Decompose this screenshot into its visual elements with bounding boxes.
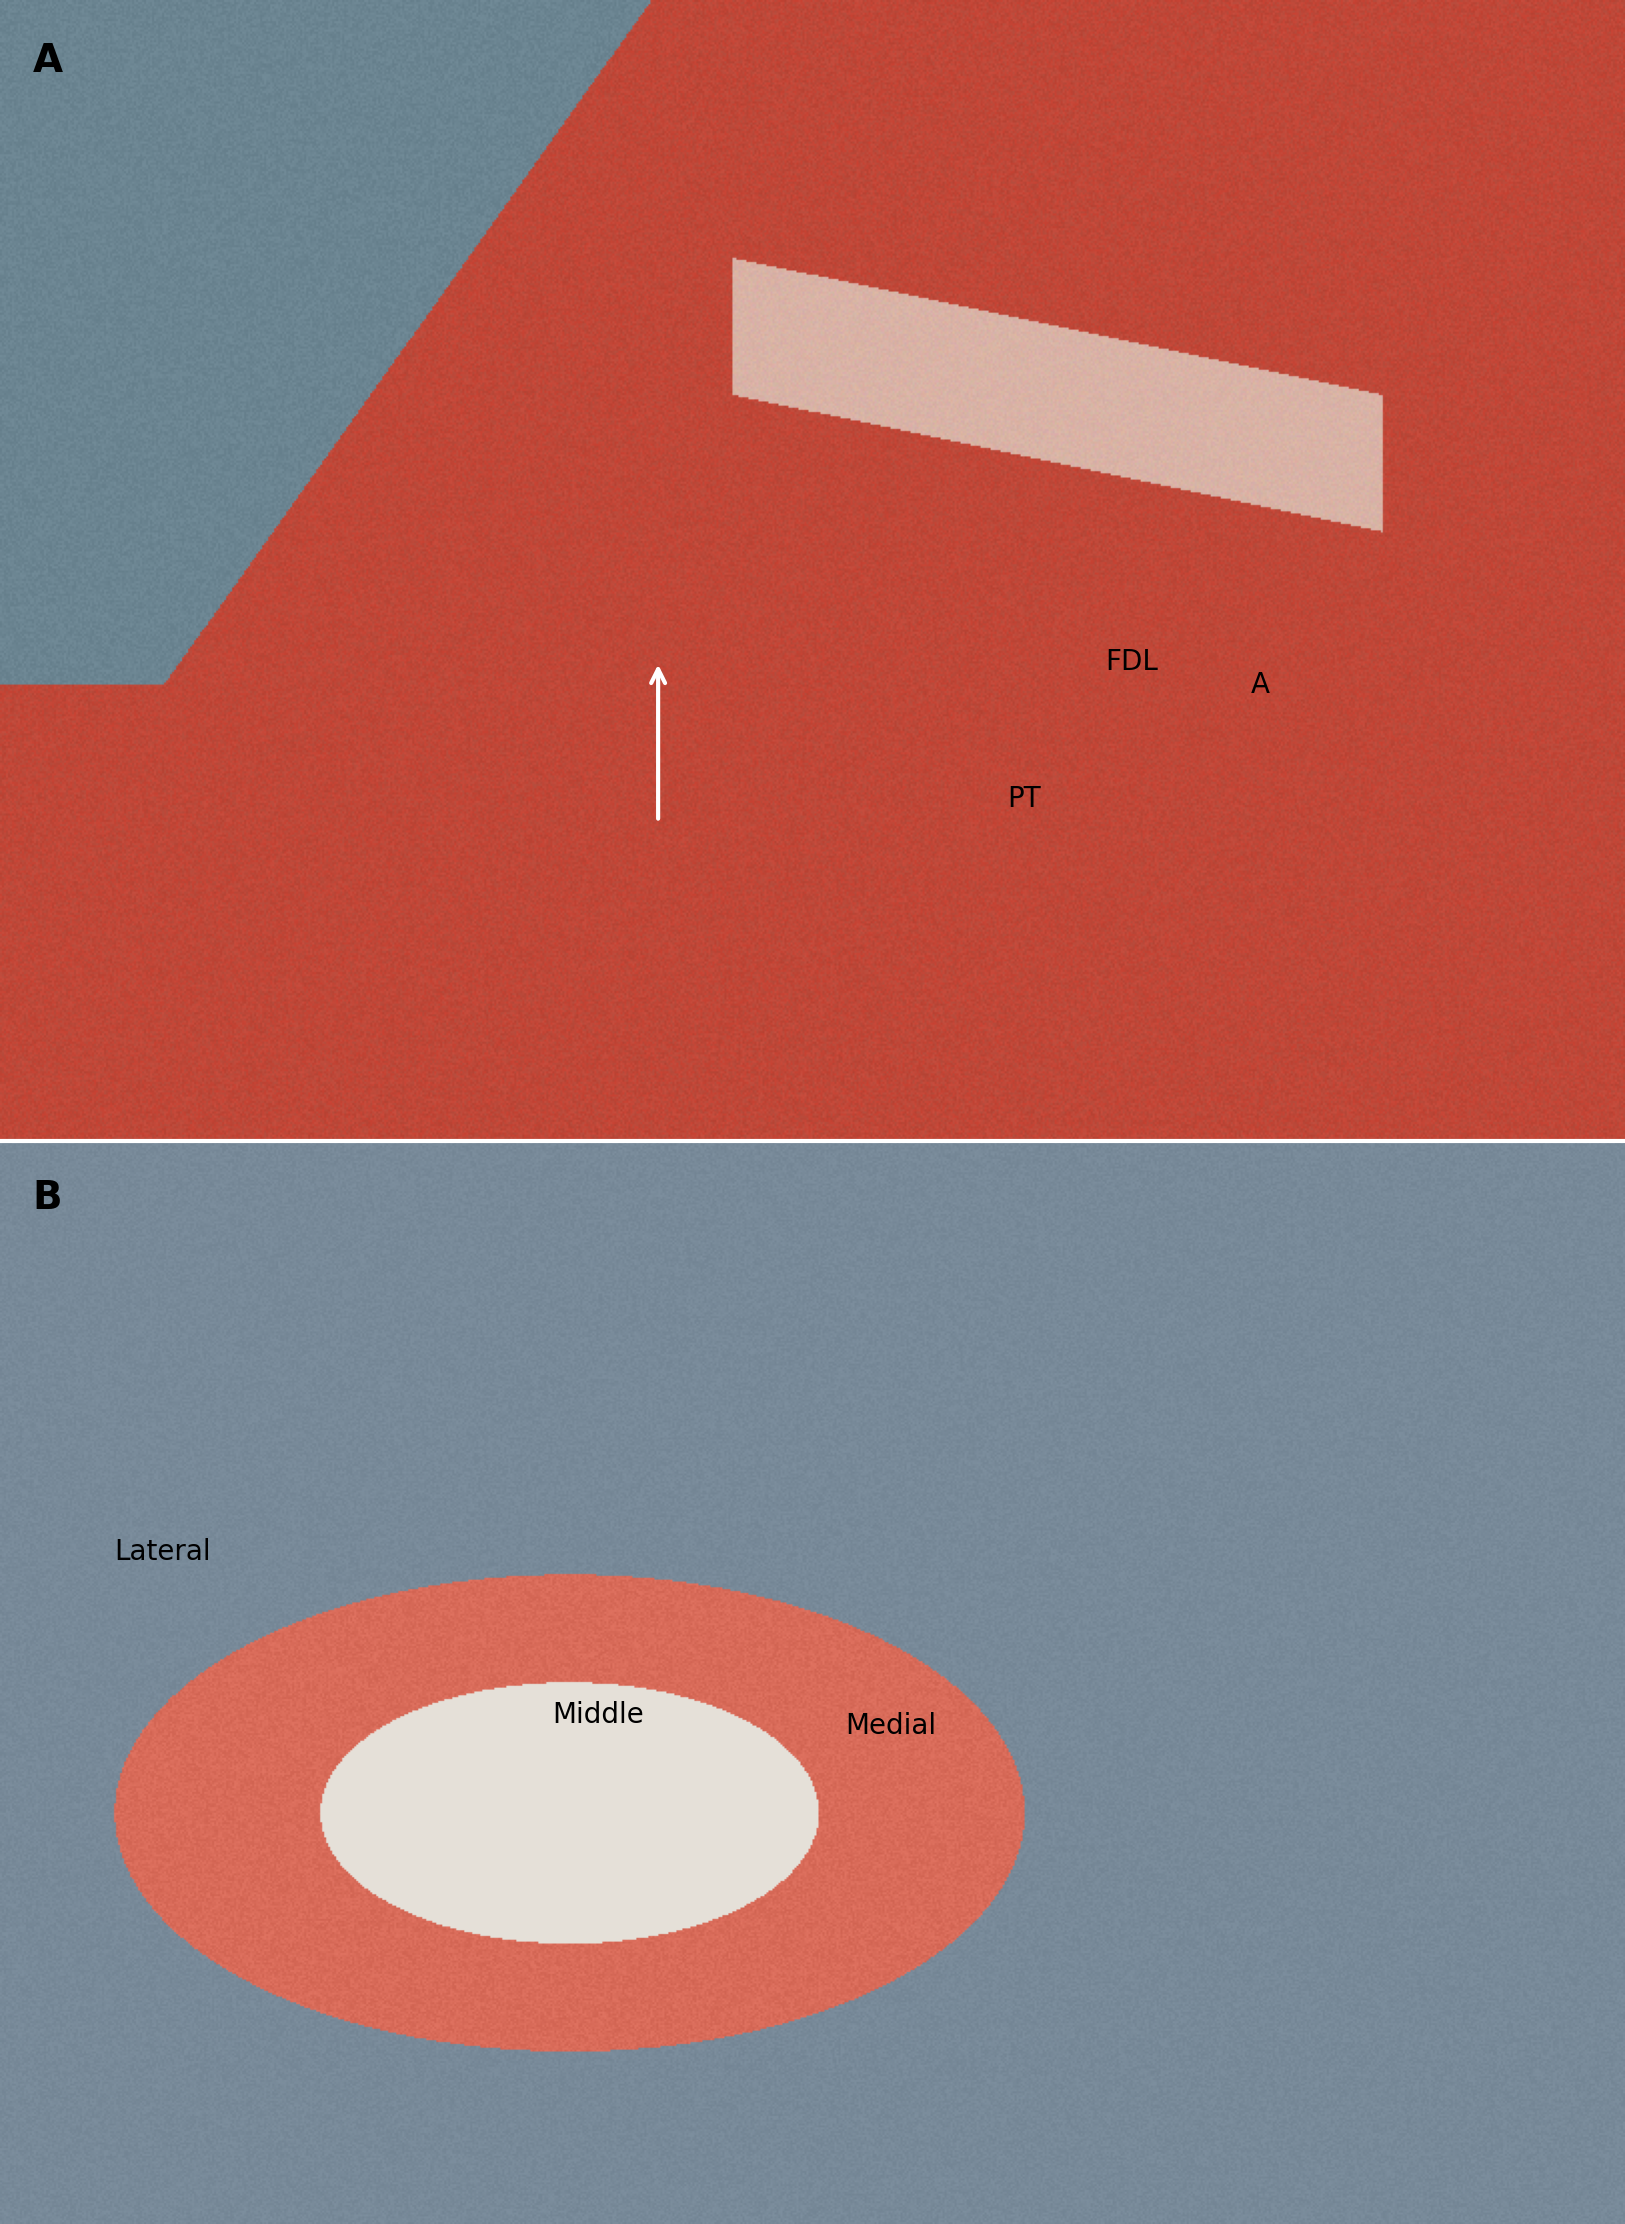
Text: Middle: Middle <box>552 1701 644 1728</box>
Text: PT: PT <box>1008 785 1042 812</box>
Text: A: A <box>1251 672 1271 698</box>
Text: A: A <box>32 42 63 80</box>
Text: Medial: Medial <box>845 1712 936 1739</box>
Text: FDL: FDL <box>1105 647 1159 676</box>
Text: Lateral: Lateral <box>114 1539 210 1566</box>
Text: B: B <box>32 1179 62 1217</box>
